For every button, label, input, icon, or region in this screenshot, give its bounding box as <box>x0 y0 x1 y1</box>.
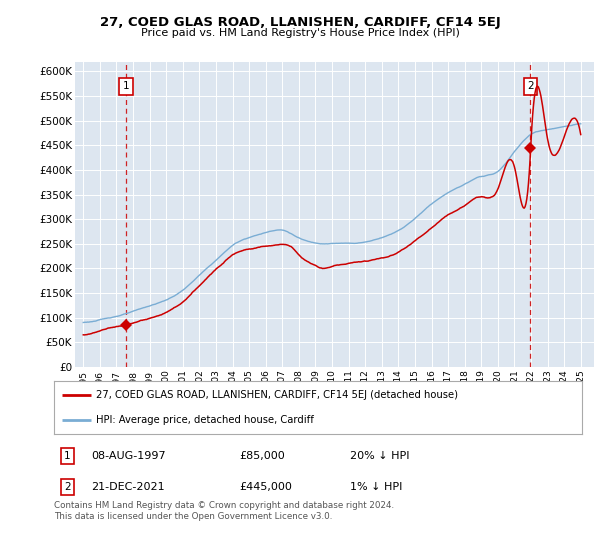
Text: 27, COED GLAS ROAD, LLANISHEN, CARDIFF, CF14 5EJ: 27, COED GLAS ROAD, LLANISHEN, CARDIFF, … <box>100 16 500 29</box>
Text: HPI: Average price, detached house, Cardiff: HPI: Average price, detached house, Card… <box>96 414 314 424</box>
Text: 27, COED GLAS ROAD, LLANISHEN, CARDIFF, CF14 5EJ (detached house): 27, COED GLAS ROAD, LLANISHEN, CARDIFF, … <box>96 390 458 400</box>
Text: 1: 1 <box>123 81 130 91</box>
Text: 2: 2 <box>64 482 71 492</box>
Text: 21-DEC-2021: 21-DEC-2021 <box>91 482 164 492</box>
Text: Contains HM Land Registry data © Crown copyright and database right 2024.
This d: Contains HM Land Registry data © Crown c… <box>54 501 394 521</box>
Text: £445,000: £445,000 <box>239 482 292 492</box>
Text: 08-AUG-1997: 08-AUG-1997 <box>91 451 166 461</box>
Text: 20% ↓ HPI: 20% ↓ HPI <box>350 451 409 461</box>
Text: 2: 2 <box>527 81 534 91</box>
Text: Price paid vs. HM Land Registry's House Price Index (HPI): Price paid vs. HM Land Registry's House … <box>140 28 460 38</box>
Text: 1: 1 <box>64 451 71 461</box>
Text: 1% ↓ HPI: 1% ↓ HPI <box>350 482 402 492</box>
Text: £85,000: £85,000 <box>239 451 284 461</box>
